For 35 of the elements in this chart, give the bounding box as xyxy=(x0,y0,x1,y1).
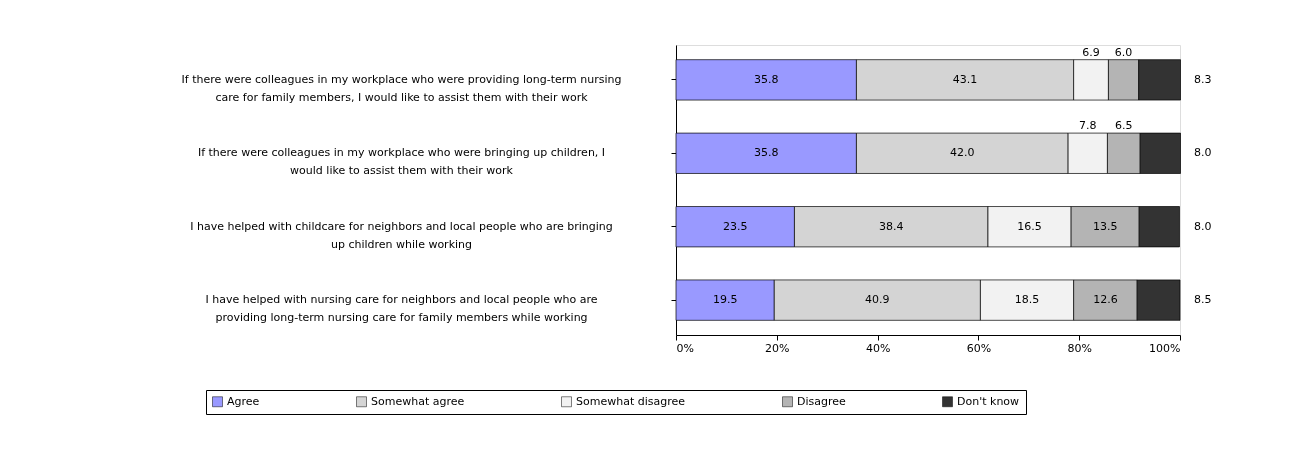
data-label: 8.3 xyxy=(1194,72,1212,86)
x-tick-label: 100% xyxy=(1149,341,1181,355)
data-label: 43.1 xyxy=(952,72,978,86)
data-label: 13.5 xyxy=(1092,219,1118,233)
data-label: 6.0 xyxy=(1114,45,1133,59)
data-label: 8.0 xyxy=(1194,146,1212,160)
y-tick-label: If there were colleagues in my workplace who were bringing up children, I would like to assist them with their work xyxy=(197,146,606,178)
legend-label: Somewhat disagree xyxy=(576,394,686,408)
data-label: 7.8 xyxy=(1079,119,1097,133)
x-tick-label: 20% xyxy=(765,341,790,355)
x-tick-label: 60% xyxy=(966,341,992,355)
data-label: 8.5 xyxy=(1194,293,1212,307)
data-label: 12.6 xyxy=(1093,293,1118,307)
x-tick-label: 80% xyxy=(1067,341,1092,355)
data-label: 38.4 xyxy=(878,219,904,233)
data-label: 6.9 xyxy=(1082,45,1100,59)
data-label: 42.0 xyxy=(950,146,975,160)
x-tick-label: 40% xyxy=(865,341,891,355)
legend-label: Don't know xyxy=(957,394,1020,408)
legend-label: Disagree xyxy=(797,394,847,408)
y-tick-label: I have helped with childcare for neighbors and local people who are bringing up children while working xyxy=(190,219,613,251)
y-tick-label: I have helped with nursing care for neighbors and local people who are providing long-term nursing care for family members while working xyxy=(205,293,598,325)
legend-label: Agree xyxy=(227,394,260,408)
data-label: 40.9 xyxy=(865,293,890,307)
data-label: 19.5 xyxy=(712,293,738,307)
y-tick-label: If there were colleagues in my workplace who were providing long-term nursing care for family members, I would like to assist them with their work xyxy=(181,72,622,104)
data-label: 35.8 xyxy=(753,146,779,160)
data-label: 8.0 xyxy=(1194,219,1212,233)
data-label: 16.5 xyxy=(1017,219,1042,233)
legend-label: Somewhat agree xyxy=(371,394,465,408)
x-tick-label: 0% xyxy=(676,341,694,355)
data-label: 23.5 xyxy=(722,219,748,233)
data-label: 35.8 xyxy=(753,72,779,86)
data-label: 18.5 xyxy=(1014,293,1040,307)
data-label: 6.5 xyxy=(1115,119,1133,133)
